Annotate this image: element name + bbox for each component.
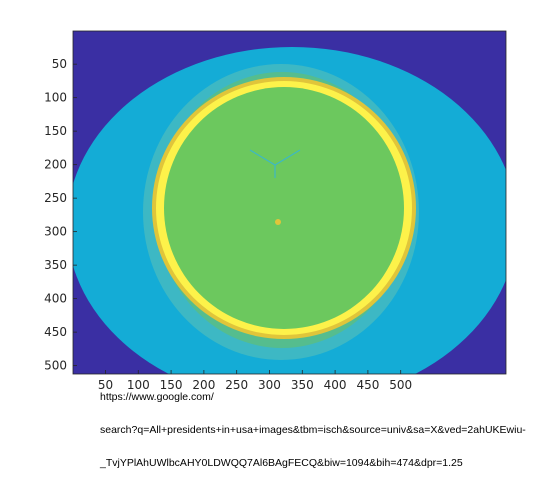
center-dot	[275, 219, 281, 225]
x-tick-label: 150	[160, 378, 183, 392]
x-axis: 50 100 150 200 250 300 350 400 450 500	[98, 370, 412, 392]
y-tick-label: 200	[44, 158, 67, 172]
y-tick-label: 100	[44, 91, 67, 105]
y-tick-label: 400	[44, 292, 67, 306]
url-line: https://www.google.com/	[100, 391, 214, 403]
y-tick-label: 500	[44, 359, 67, 373]
x-tick-label: 500	[389, 378, 412, 392]
x-tick-label: 350	[291, 378, 314, 392]
y-tick-label: 300	[44, 225, 67, 239]
y-tick-label: 350	[44, 258, 67, 272]
url-line: _TvjYPlAhUWlbcAHY0LDWQQ7Al6BAgFECQ&biw=1…	[100, 457, 463, 469]
x-tick-label: 200	[192, 378, 215, 392]
ct-scan-image	[73, 31, 506, 374]
x-tick-label: 400	[324, 378, 347, 392]
brain-region	[164, 87, 404, 329]
x-tick-label: 300	[258, 378, 281, 392]
url-line: search?q=All+presidents+in+usa+images&tb…	[100, 424, 526, 436]
image-figure: 50 100 150 200 250 300 350 400 450 500 50 100 150 20…	[44, 30, 507, 392]
url-overlay-text: https://www.google.com/ search?q=All+pre…	[100, 370, 540, 480]
axes-frame	[72, 30, 507, 375]
y-tick-label: 450	[44, 325, 67, 339]
ventricle-marks	[249, 149, 301, 178]
y-tick-label: 150	[44, 124, 67, 138]
x-tick-label: 450	[356, 378, 379, 392]
y-tick-label: 50	[52, 57, 67, 71]
x-tick-label: 50	[98, 378, 113, 392]
x-tick-label: 250	[225, 378, 248, 392]
y-axis: 50 100 150 200 250 300 350 400 450 500	[44, 57, 77, 373]
y-tick-label: 250	[44, 191, 67, 205]
x-tick-label: 100	[127, 378, 150, 392]
